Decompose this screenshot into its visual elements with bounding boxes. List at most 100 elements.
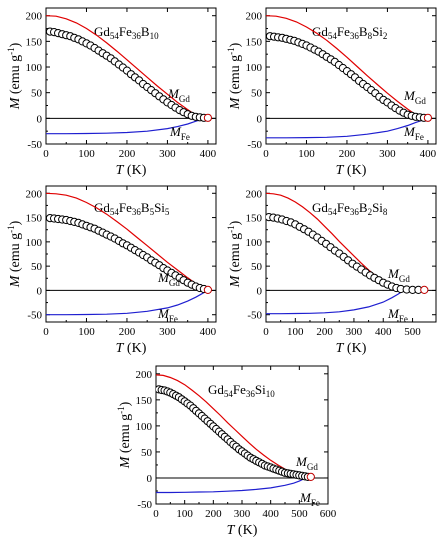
x-tick-label: 100 [298,148,315,160]
data-point [203,285,212,294]
y-axis-label: M (emu g-1) [6,220,23,288]
y-tick-label: 150 [246,36,263,48]
x-tick-label: 400 [375,326,392,338]
y-tick-label: 200 [136,369,153,381]
x-tick-label: 500 [291,508,308,520]
y-tick-label: 0 [257,113,263,125]
y-tick-label: 50 [31,261,43,273]
x-tick-label: 200 [119,148,136,160]
x-tick-label: 300 [346,326,363,338]
y-tick-label: 0 [37,113,43,125]
y-axis-label: M (emu g-1) [6,42,23,110]
label-m-fe: MFe [403,124,424,142]
panel-title: Gd54Fe36B5Si5 [94,200,170,217]
x-tick-label: 400 [200,326,217,338]
data-point [306,472,315,481]
x-tick-label: 300 [159,326,176,338]
x-tick-label: 200 [316,326,333,338]
panel-title: Gd54Fe36B8Si2 [312,24,387,41]
x-tick-label: 0 [263,326,269,338]
y-axis-label: M (emu g-1) [226,220,243,288]
y-tick-label: 200 [26,188,43,200]
x-tick-label: 100 [78,148,95,160]
label-m-gd: MGd [295,454,318,472]
panel-title: Gd54Fe36B10 [94,24,159,41]
y-tick-label: 200 [246,11,263,23]
y-tick-label: 200 [246,188,263,200]
y-tick-label: 50 [251,261,263,273]
y-tick-label: -50 [27,310,42,322]
y-tick-label: 150 [26,213,43,225]
x-tick-label: 200 [205,508,222,520]
y-tick-label: 50 [141,447,153,459]
y-axis-label: M (emu g-1) [226,42,243,110]
x-axis-label: T (K) [116,163,147,178]
y-tick-label: 0 [147,473,153,485]
x-tick-label: 400 [200,148,217,160]
y-tick-label: 100 [136,421,153,433]
x-tick-label: 300 [234,508,251,520]
x-tick-label: 0 [43,148,49,160]
x-tick-label: 0 [263,148,269,160]
x-tick-label: 100 [78,326,95,338]
series-line-m-fe [46,289,209,316]
x-tick-label: 300 [159,148,176,160]
panel-title: Gd54Fe36Si10 [208,382,275,399]
plot-frame [265,7,437,145]
plot-area [266,192,429,315]
series-line-m-gd [156,374,306,478]
label-m-fe: MFe [299,490,320,508]
label-m-gd: MGd [403,88,426,106]
series-line-m-gd [266,15,427,119]
y-tick-label: 100 [26,62,43,74]
y-tick-label: 200 [26,11,43,23]
y-tick-label: -50 [247,139,262,151]
data-point [203,113,212,122]
plot-area [266,15,432,139]
plot-frame [45,7,217,145]
x-axis-label: T (K) [336,163,367,178]
x-tick-label: 200 [339,148,356,160]
y-tick-label: 150 [26,36,43,48]
x-tick-label: 500 [404,326,421,338]
y-tick-label: 0 [37,285,43,297]
label-m-fe: MFe [169,124,190,142]
y-tick-label: -50 [137,499,152,511]
y-tick-label: 100 [246,62,263,74]
plot-area [156,374,315,494]
data-point [420,285,429,294]
series-line-m-fe [156,477,307,494]
panel-title: Gd54Fe36B2Si8 [312,200,388,217]
series-line-m-fe [266,289,406,315]
data-point [423,113,432,122]
x-tick-label: 100 [176,508,193,520]
label-m-gd: MGd [167,86,190,104]
plot-area [46,15,212,135]
series-line-m-gd [46,192,209,291]
y-tick-label: 50 [31,88,43,100]
y-tick-label: 50 [251,88,263,100]
x-axis-label: T (K) [227,523,258,538]
y-tick-label: 150 [246,213,263,225]
x-tick-label: 0 [153,508,159,520]
x-tick-label: 0 [43,326,49,338]
plot-area [46,192,212,316]
x-tick-label: 400 [420,148,437,160]
y-tick-label: 100 [26,237,43,249]
y-tick-label: -50 [27,139,42,151]
x-tick-label: 300 [379,148,396,160]
x-tick-label: 200 [119,326,136,338]
x-tick-label: 600 [320,508,337,520]
x-axis-label: T (K) [336,341,367,356]
x-tick-label: 100 [287,326,304,338]
series-line-m-total-fit [156,388,311,478]
label-m-fe: MFe [157,306,178,324]
x-axis-label: T (K) [116,341,147,356]
y-tick-label: 150 [136,395,153,407]
y-tick-label: 100 [246,237,263,249]
